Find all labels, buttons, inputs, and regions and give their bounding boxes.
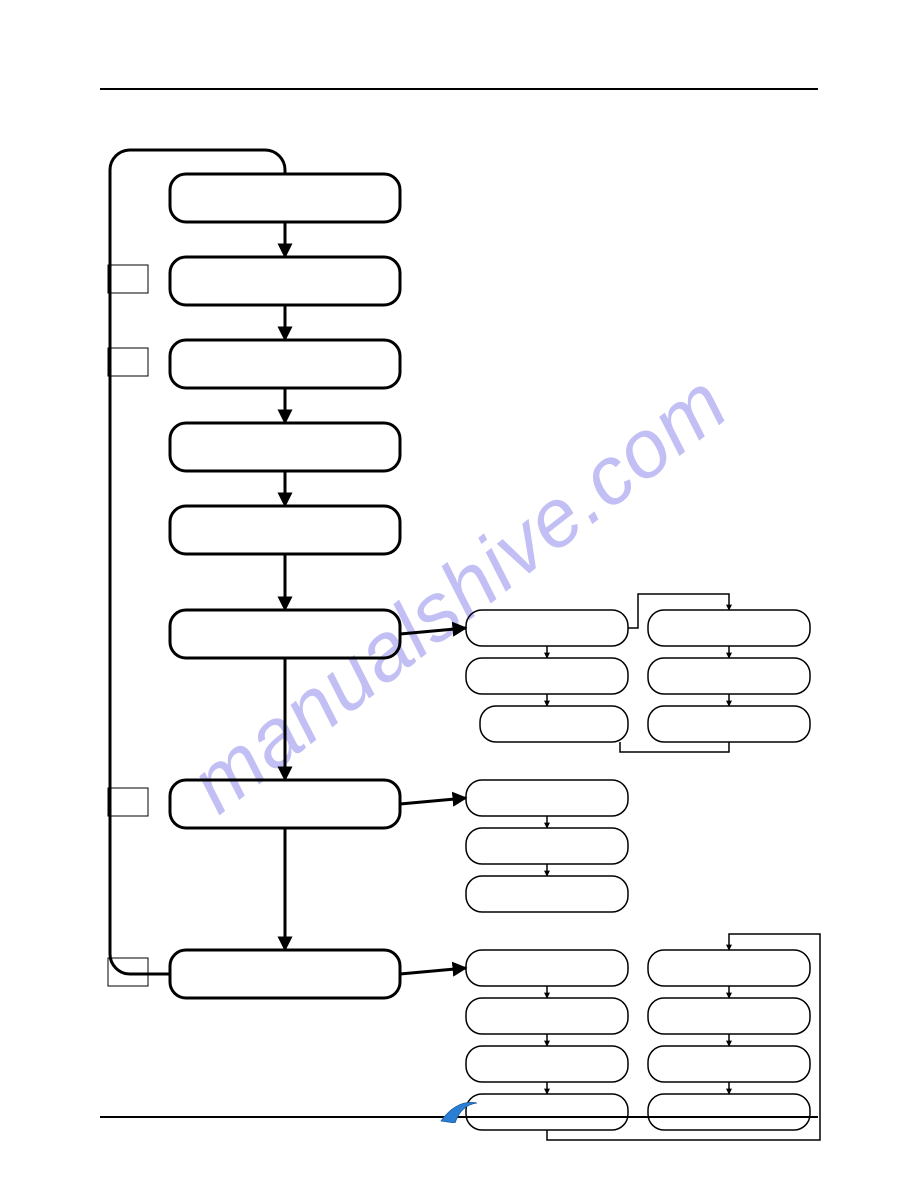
- cross-connector: [628, 594, 729, 628]
- flowchart-node: [170, 257, 400, 305]
- flowchart-node: [648, 998, 810, 1034]
- flowchart-node: [466, 610, 628, 646]
- flowchart-node: [170, 423, 400, 471]
- side-label-box: [108, 265, 148, 293]
- flowchart-node: [170, 780, 400, 828]
- flowchart-node: [466, 998, 628, 1034]
- flowchart-node: [170, 174, 400, 222]
- flowchart-node: [480, 706, 628, 742]
- flowchart-node: [466, 1046, 628, 1082]
- flowchart-node: [466, 828, 628, 864]
- cross-connector: [547, 934, 820, 1140]
- flowchart-node: [466, 780, 628, 816]
- flowchart-node: [648, 610, 810, 646]
- flowchart-node: [648, 658, 810, 694]
- branch-arrow: [400, 968, 466, 974]
- branch-arrow: [400, 628, 466, 634]
- flowchart-node: [648, 1046, 810, 1082]
- flowchart-node: [170, 610, 400, 658]
- branch-arrow: [400, 798, 466, 804]
- loop-back-path: [110, 150, 285, 974]
- side-label-box: [108, 788, 148, 816]
- footer-logo-icon: [439, 1099, 479, 1128]
- flowchart-node: [466, 1094, 628, 1130]
- side-label-box: [108, 348, 148, 376]
- flowchart-node: [648, 706, 810, 742]
- flowchart-node: [648, 1094, 810, 1130]
- flowchart-node: [466, 658, 628, 694]
- flowchart-node: [648, 950, 810, 986]
- flowchart-node: [466, 950, 628, 986]
- side-label-box: [108, 958, 148, 986]
- cross-connector: [620, 742, 729, 752]
- flowchart-svg: [0, 0, 918, 1188]
- flowchart-node: [170, 340, 400, 388]
- flowchart-node: [466, 876, 628, 912]
- flowchart-node: [170, 950, 400, 998]
- flowchart-node: [170, 506, 400, 554]
- page-container: manualshive.com: [0, 0, 918, 1188]
